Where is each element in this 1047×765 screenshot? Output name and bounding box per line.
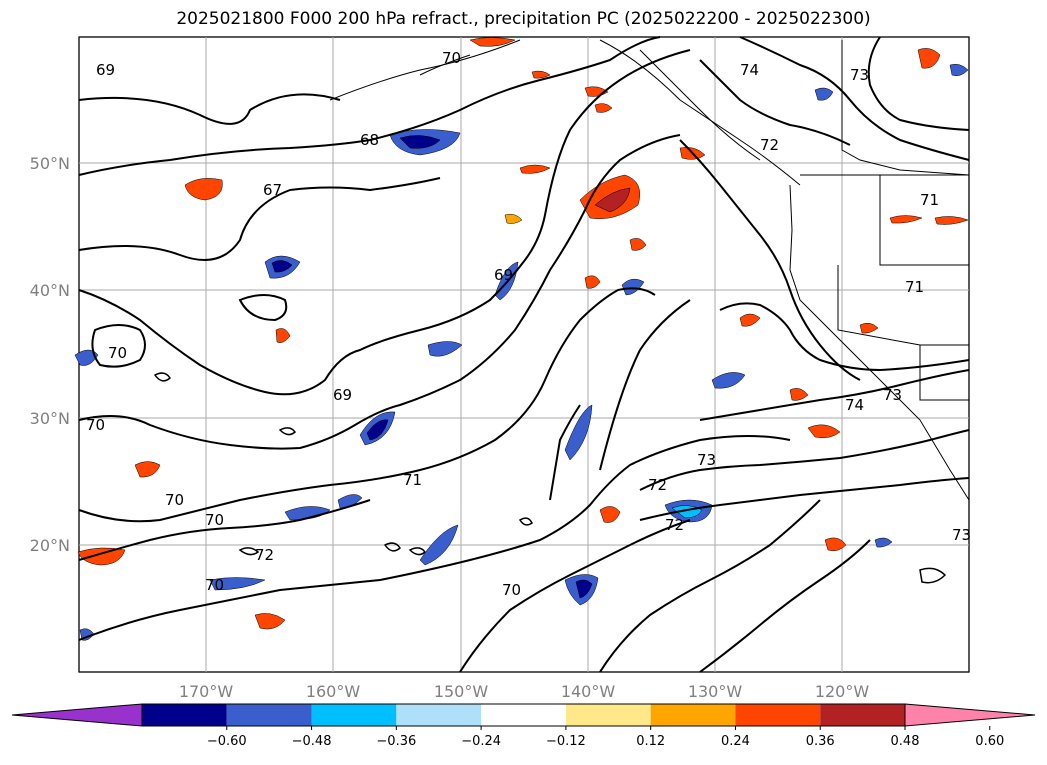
lat-label: 20°N [30,536,70,555]
colorbar-tick-label: −0.60 [207,734,247,749]
contour-label: 68 [360,131,379,149]
contour-label: 69 [96,61,115,79]
colorbar-ticks: −0.60 −0.48 −0.36 −0.24 −0.12 0.12 0.24 0.36 0.4… [207,726,1004,749]
contour-labels: 69 70 68 67 74 73 72 71 69 70 69 70 70 7… [86,49,971,599]
contour-label: 70 [502,581,521,599]
colorbar-extend-high [904,703,1036,727]
map-frame [78,36,970,673]
lon-label: 120°W [815,682,870,701]
contour-label: 73 [697,451,716,469]
contour-label: 71 [403,471,422,489]
lat-label: 40°N [30,281,70,300]
contour-label: 70 [205,511,224,529]
colorbar-outline [141,703,906,727]
contour-label: 67 [263,181,282,199]
lon-label: 140°W [561,682,616,701]
contour-label: 73 [952,526,971,544]
contour-label: 74 [740,61,759,79]
contour-label: 69 [333,386,352,404]
contour-label: 70 [442,49,461,67]
lat-label: 30°N [30,409,70,428]
contour-label: 70 [205,576,224,594]
colorbar-box [481,704,566,726]
colorbar-tick-label: 0.48 [891,734,920,749]
map-title: 2025021800 F000 200 hPa refract., precip… [176,9,871,29]
lon-label: 130°W [688,682,743,701]
lat-label: 50°N [30,154,70,173]
colorbar-box [650,704,736,726]
contour-label: 74 [845,396,864,414]
small-contours [153,372,947,584]
latitude-labels: 50°N 40°N 30°N 20°N [30,154,70,555]
colorbar-box [820,704,905,726]
colorbar-box [565,704,651,726]
colorbar-tick-label: −0.24 [461,734,501,749]
contour-label: 72 [648,476,667,494]
colorbar-box [735,704,821,726]
contour-label: 70 [108,344,127,362]
colorbar-box [142,704,227,726]
coastlines [329,39,970,501]
contour-label: 72 [760,136,779,154]
contour-label: 73 [883,386,902,404]
contour-label: 72 [665,516,684,534]
colorbar-tick-label: −0.12 [546,734,586,749]
lon-label: 170°W [179,682,234,701]
contour-label: 70 [165,491,184,509]
colorbar-tick-label: 0.60 [975,734,1004,749]
colorbar [11,703,1036,727]
colorbar-tick-label: 0.12 [636,734,665,749]
contour-label: 70 [86,416,105,434]
lon-label: 150°W [434,682,489,701]
contour-label: 72 [255,546,274,564]
colorbar-tick-label: 0.24 [721,734,750,749]
refractivity-contours [78,36,970,673]
colorbar-box [396,704,482,726]
contour-label: 69 [494,266,513,284]
colorbar-box [311,704,397,726]
colorbar-tick-label: 0.36 [806,734,835,749]
contour-label: 71 [920,191,939,209]
longitude-labels: 170°W 160°W 150°W 140°W 130°W 120°W [179,682,870,701]
colorbar-box [226,704,312,726]
contour-label: 73 [850,66,869,84]
colorbar-tick-label: −0.36 [376,734,416,749]
colorbar-tick-label: −0.48 [292,734,332,749]
contour-label: 71 [905,278,924,296]
lon-label: 160°W [306,682,361,701]
colorbar-extend-low [11,703,143,727]
